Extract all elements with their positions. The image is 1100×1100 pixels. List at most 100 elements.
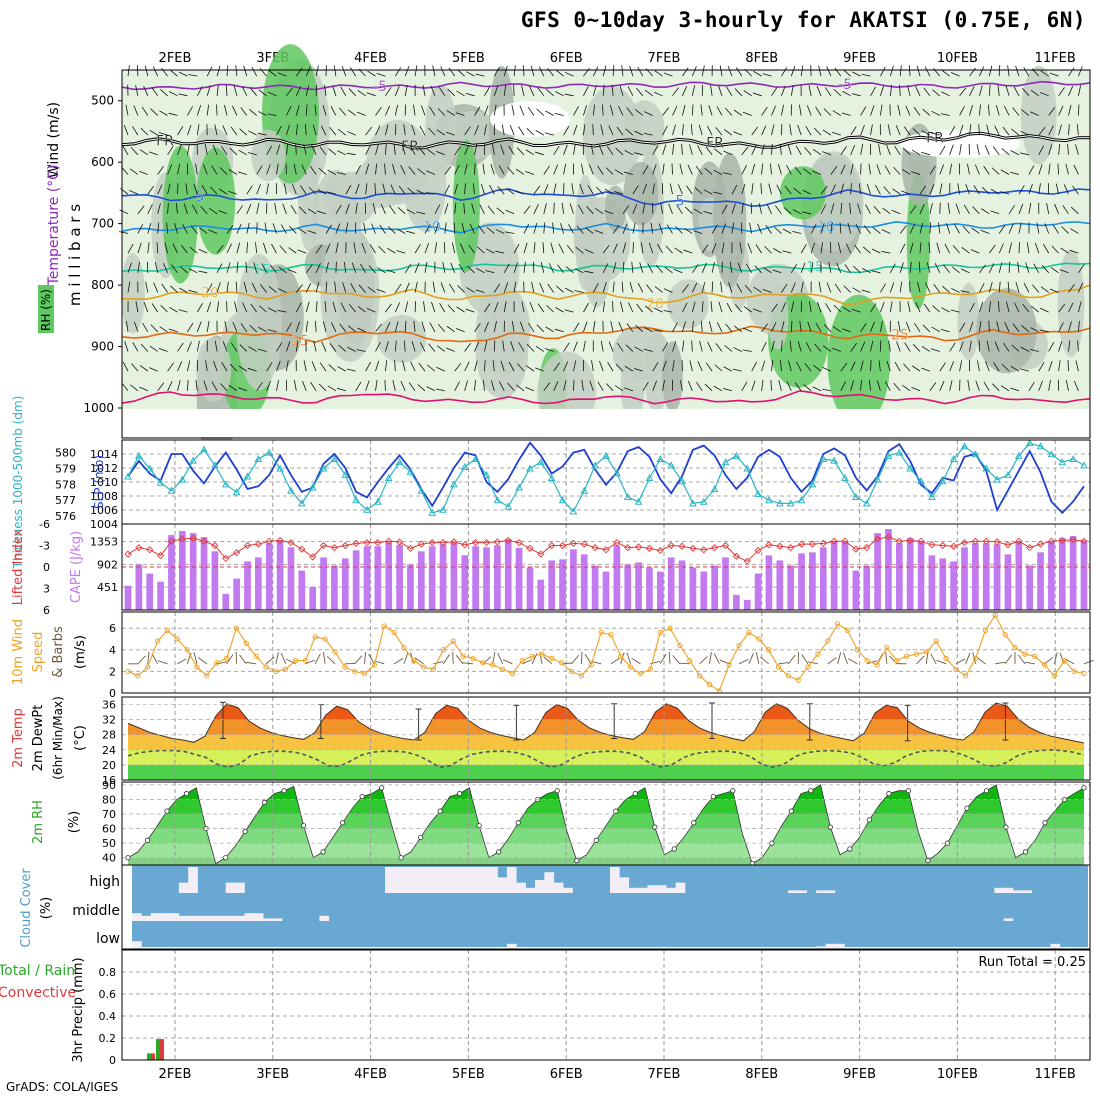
- wind-barb: [124, 341, 129, 352]
- wind-barb: [554, 328, 564, 333]
- wind-barb: [621, 281, 624, 293]
- wind-barb: [1039, 329, 1049, 333]
- wind10-marker: [933, 638, 939, 644]
- wind-barb: [979, 104, 981, 116]
- wind-barb: [637, 66, 644, 77]
- wind10-marker: [332, 649, 338, 655]
- wind-barb: [385, 360, 388, 372]
- cape-bar: [928, 555, 936, 610]
- wind-barb: [246, 242, 248, 254]
- wind-barb: [855, 223, 861, 234]
- thickness-marker: [330, 454, 339, 463]
- wind-barb: [1054, 203, 1059, 214]
- lifted-index-marker: [406, 544, 415, 553]
- lifted-index-marker: [819, 539, 827, 547]
- wind-barb: [662, 144, 667, 155]
- wind-barb: [812, 149, 822, 156]
- lifted-index-marker: [678, 542, 686, 550]
- rh-shade: [624, 100, 665, 157]
- wind-barb: [897, 320, 901, 332]
- wind-barb: [833, 304, 842, 313]
- wind-barb: [701, 301, 704, 313]
- wind-barb: [495, 250, 505, 254]
- rh-shade: [582, 86, 642, 186]
- wind10-marker: [696, 673, 703, 679]
- wind-barb: [228, 385, 238, 392]
- wind-barb: [367, 70, 376, 77]
- wind-barb: [400, 380, 406, 391]
- wind-barb: [979, 264, 986, 274]
- wind-barb: [861, 289, 871, 293]
- wind-barb: [347, 346, 356, 352]
- cloud-bar-high: [666, 887, 676, 893]
- wind-barb: [1028, 165, 1035, 175]
- cape-bar: [1026, 565, 1034, 610]
- wind-barb: [495, 229, 505, 234]
- wind-barb: [583, 86, 589, 96]
- wind-barb: [733, 347, 742, 352]
- wind-barb: [264, 222, 267, 234]
- wind-barb: [916, 65, 921, 77]
- wind-barb: [868, 163, 871, 175]
- wind-barb: [600, 124, 604, 136]
- wind-barb: [771, 143, 773, 155]
- wind-barb: [991, 167, 1000, 175]
- wind-barb: [320, 125, 327, 136]
- wind-barb: [476, 267, 485, 274]
- wind10-barb: [354, 655, 363, 665]
- wind-barb: [840, 146, 847, 156]
- wind10-barb: [455, 654, 464, 665]
- wind-barb: [417, 168, 426, 175]
- wind10-barb: [571, 655, 579, 665]
- cloud-bar-low: [816, 946, 826, 949]
- wind-barb: [781, 67, 788, 77]
- isotherm-label: FR: [401, 139, 419, 155]
- wind-barb: [131, 363, 139, 372]
- rh-marker: [827, 824, 833, 830]
- wind-barb: [280, 224, 287, 234]
- wind-barb: [1021, 109, 1030, 116]
- cape-bar: [396, 544, 403, 610]
- wind-barb: [1021, 325, 1030, 333]
- thickness-marker: [873, 475, 882, 483]
- wind10-barb: [936, 659, 947, 665]
- wind-barb: [893, 166, 901, 175]
- wind-barb: [652, 164, 657, 175]
- wind-barb: [322, 321, 327, 332]
- cloud-bar-high: [638, 887, 648, 893]
- wind-barb: [256, 203, 260, 214]
- thickness-marker: [971, 450, 980, 458]
- wind-barb: [674, 247, 683, 254]
- rh-marker: [905, 788, 912, 794]
- lifted-index-marker: [363, 538, 371, 547]
- wind-barb: [257, 348, 267, 352]
- wind-barb: [860, 144, 864, 155]
- wind-barb: [1058, 87, 1065, 97]
- wind-barb: [786, 381, 792, 391]
- wind-barb: [522, 65, 525, 77]
- wind10-barb: [584, 654, 592, 665]
- wind-barb: [959, 87, 967, 97]
- wind-barb: [949, 144, 954, 155]
- wind-barb: [521, 85, 525, 96]
- wind-barb: [516, 147, 525, 156]
- wind-barb: [277, 72, 287, 77]
- wind-barb: [372, 203, 376, 214]
- wind-barb: [565, 266, 574, 274]
- wind-barb: [177, 342, 184, 352]
- wind-barb: [206, 85, 211, 96]
- wind-barb: [689, 144, 693, 155]
- wind-barb: [427, 364, 436, 372]
- wind10-marker: [145, 664, 151, 670]
- wind-barb: [414, 301, 417, 313]
- wind-barb: [704, 167, 713, 175]
- wind-barb: [778, 380, 782, 391]
- wind-barb: [150, 324, 158, 333]
- wind-barb: [153, 282, 159, 293]
- wind-barb: [295, 124, 298, 136]
- wind-barb: [941, 69, 950, 77]
- thickness-marker: [656, 454, 665, 463]
- cape-bar: [189, 533, 197, 610]
- wind-barb: [840, 202, 843, 214]
- precip-total-bar: [147, 1053, 151, 1060]
